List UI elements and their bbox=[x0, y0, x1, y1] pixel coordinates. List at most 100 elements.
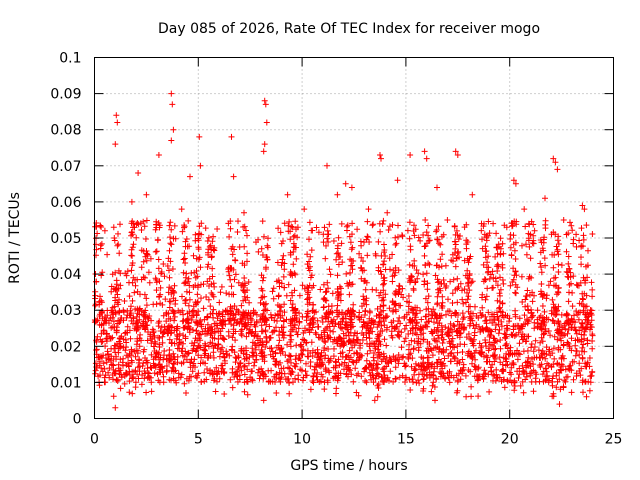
roti-point bbox=[193, 327, 200, 334]
roti-point bbox=[98, 272, 105, 279]
roti-point bbox=[395, 291, 402, 297]
roti-point bbox=[299, 282, 306, 289]
roti-point bbox=[339, 349, 346, 356]
roti-point bbox=[310, 321, 317, 327]
roti-point bbox=[253, 319, 260, 326]
roti-point bbox=[96, 382, 103, 389]
roti-point bbox=[310, 379, 317, 386]
roti-point bbox=[333, 256, 340, 263]
roti-point bbox=[129, 375, 136, 382]
roti-point bbox=[189, 368, 196, 375]
roti-point bbox=[184, 310, 191, 317]
roti-point bbox=[198, 354, 205, 361]
roti-point bbox=[578, 243, 585, 250]
roti-point bbox=[465, 259, 472, 266]
roti-point bbox=[439, 331, 446, 338]
roti-point bbox=[210, 354, 217, 361]
roti-point bbox=[278, 345, 285, 351]
roti-point bbox=[352, 365, 359, 372]
roti-point bbox=[572, 342, 579, 349]
roti-point bbox=[583, 263, 589, 270]
roti-point bbox=[219, 313, 226, 320]
roti-point bbox=[486, 345, 493, 352]
roti-point bbox=[183, 288, 190, 295]
roti-point bbox=[396, 314, 403, 321]
roti-point bbox=[334, 302, 341, 309]
roti-point bbox=[469, 360, 475, 367]
roti-point bbox=[539, 371, 546, 378]
roti-point bbox=[457, 330, 464, 337]
roti-point bbox=[465, 331, 472, 337]
roti-point bbox=[431, 319, 437, 326]
roti-point bbox=[335, 261, 342, 268]
roti-point bbox=[499, 277, 506, 283]
roti-point bbox=[335, 321, 342, 328]
roti-point bbox=[348, 246, 355, 253]
roti-point bbox=[566, 281, 573, 288]
roti-point bbox=[434, 279, 441, 286]
roti-point bbox=[304, 251, 311, 258]
roti-point bbox=[181, 380, 188, 387]
roti-point bbox=[392, 241, 399, 248]
roti-point bbox=[411, 367, 418, 374]
roti-point bbox=[378, 322, 385, 329]
roti-point bbox=[538, 361, 545, 368]
roti-point bbox=[482, 339, 489, 346]
roti-point bbox=[375, 238, 382, 245]
roti-point bbox=[361, 368, 368, 375]
roti-point bbox=[171, 282, 178, 289]
roti-point bbox=[498, 378, 505, 385]
roti-point bbox=[273, 375, 280, 381]
roti-point bbox=[259, 252, 266, 258]
roti-point bbox=[178, 371, 185, 378]
roti-point bbox=[262, 344, 269, 350]
roti-point bbox=[110, 393, 117, 400]
roti-point bbox=[287, 332, 294, 339]
roti-point bbox=[455, 284, 462, 290]
roti-point bbox=[542, 262, 549, 269]
roti-point bbox=[528, 274, 535, 281]
roti-point bbox=[428, 347, 435, 354]
roti-point bbox=[452, 263, 459, 270]
roti-point bbox=[118, 374, 125, 381]
roti-point bbox=[135, 359, 142, 366]
roti-point bbox=[485, 309, 492, 316]
roti-point bbox=[337, 343, 344, 350]
roti-point bbox=[302, 368, 309, 375]
roti-point bbox=[399, 285, 406, 292]
roti-point bbox=[538, 334, 545, 341]
roti-point bbox=[459, 310, 466, 317]
roti-point bbox=[325, 285, 331, 292]
roti-point bbox=[334, 191, 341, 198]
roti-point bbox=[464, 267, 471, 274]
roti-point bbox=[360, 293, 367, 300]
roti-point bbox=[378, 271, 385, 278]
roti-point bbox=[192, 274, 199, 281]
roti-point bbox=[381, 241, 387, 248]
roti-point bbox=[255, 248, 262, 255]
roti-point bbox=[232, 337, 239, 344]
x-tick-label: 15 bbox=[397, 432, 415, 448]
roti-point bbox=[275, 225, 282, 232]
roti-point bbox=[208, 290, 215, 296]
roti-point bbox=[501, 384, 508, 391]
roti-point bbox=[270, 328, 277, 335]
roti-point bbox=[110, 376, 116, 383]
roti-point bbox=[367, 361, 374, 368]
roti-point bbox=[430, 306, 437, 313]
roti-point bbox=[287, 353, 294, 360]
roti-point bbox=[405, 355, 412, 362]
roti-point bbox=[571, 324, 578, 331]
roti-point bbox=[514, 356, 521, 363]
roti-point bbox=[324, 279, 331, 286]
roti-point bbox=[337, 370, 344, 377]
roti-point bbox=[573, 327, 579, 334]
roti-point bbox=[331, 345, 337, 352]
roti-point bbox=[308, 272, 315, 279]
roti-point bbox=[497, 274, 503, 281]
roti-point bbox=[551, 355, 558, 362]
roti-point bbox=[251, 362, 257, 369]
roti-point bbox=[229, 251, 236, 258]
roti-point bbox=[435, 223, 442, 230]
roti-point bbox=[116, 250, 123, 257]
